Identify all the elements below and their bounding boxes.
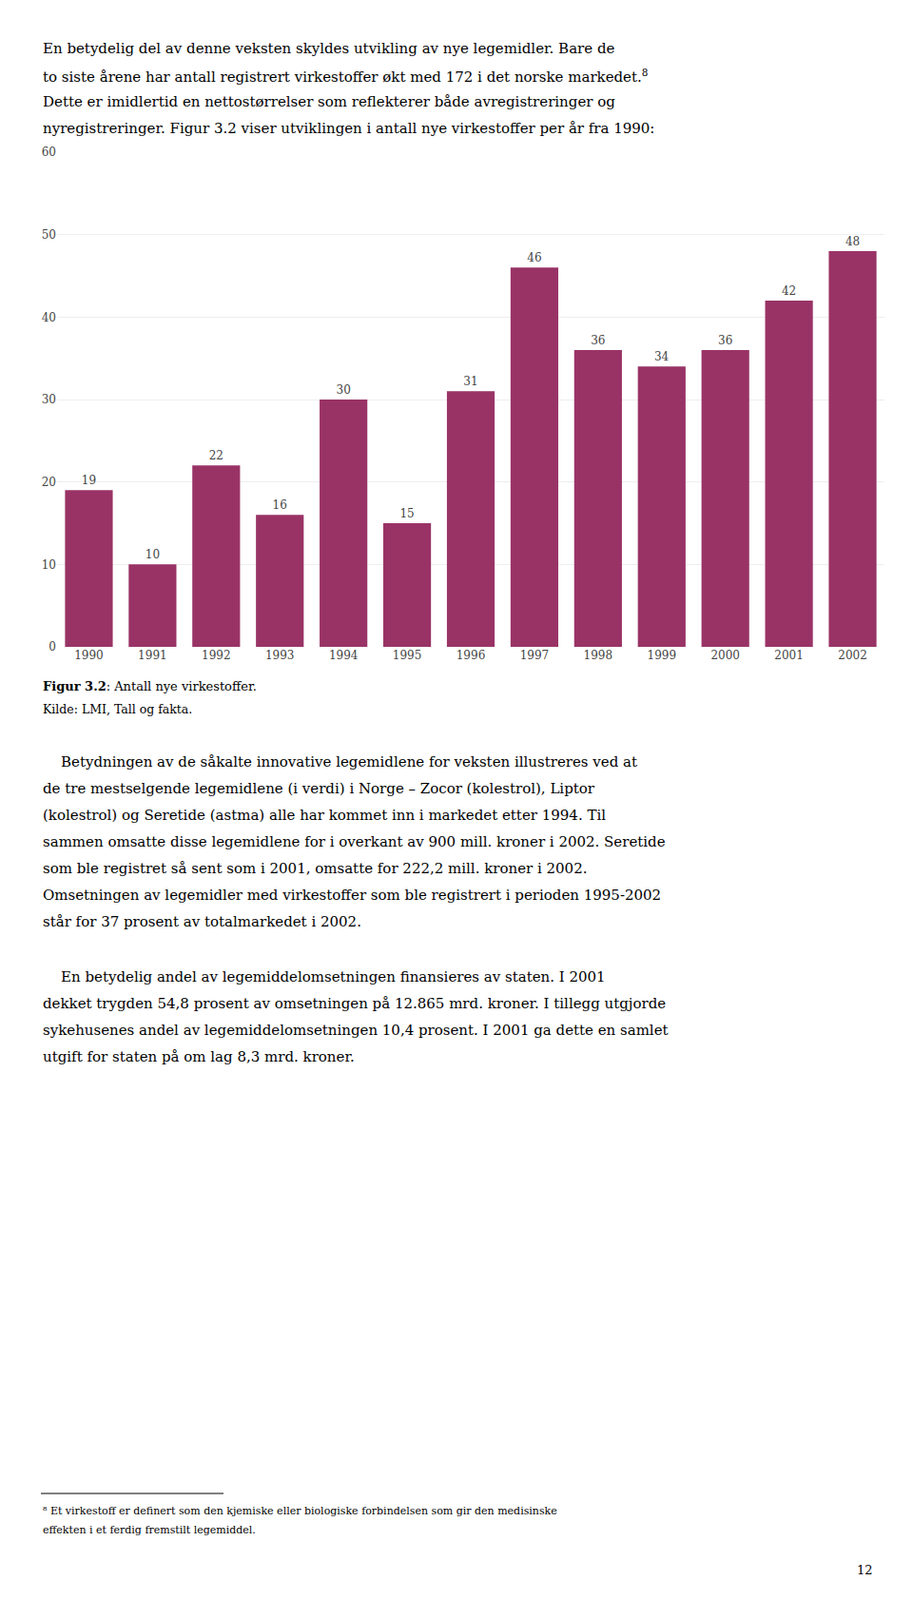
svg-text:dekket trygden 54,8 prosent av: dekket trygden 54,8 prosent av omsetning… — [42, 994, 666, 1012]
svg-text:1995: 1995 — [392, 648, 423, 662]
svg-text:20: 20 — [41, 475, 57, 489]
svg-text:1991: 1991 — [137, 648, 168, 662]
svg-text:0: 0 — [48, 640, 57, 654]
svg-text:som ble registret så sent som: som ble registret så sent som i 2001, om… — [42, 859, 587, 877]
svg-text:(kolestrol) og Seretide (astma: (kolestrol) og Seretide (astma) alle har… — [42, 806, 606, 824]
svg-text:30: 30 — [41, 392, 57, 407]
svg-text:10: 10 — [41, 558, 57, 572]
svg-text:En betydelig del av denne veks: En betydelig del av denne veksten skylde… — [42, 39, 615, 58]
svg-text:2000: 2000 — [710, 648, 740, 662]
svg-text:utgift for staten på om lag 8,: utgift for staten på om lag 8,3 mrd. kro… — [42, 1048, 355, 1066]
svg-text:50: 50 — [41, 228, 57, 242]
svg-text:2002: 2002 — [837, 648, 868, 662]
svg-text:34: 34 — [654, 349, 670, 364]
svg-text:10: 10 — [145, 547, 160, 562]
svg-text:15: 15 — [399, 506, 414, 521]
svg-text:Kilde: LMI, Tall og fakta.: Kilde: LMI, Tall og fakta. — [42, 701, 193, 717]
svg-text:1990: 1990 — [74, 648, 104, 662]
svg-text:de tre mestselgende legemidlen: de tre mestselgende legemidlene (i verdi… — [42, 779, 596, 797]
svg-text:36: 36 — [718, 333, 733, 348]
svg-text:48: 48 — [845, 234, 860, 249]
svg-text:Dette er imidlertid en nettost: Dette er imidlertid en nettostørrelser s… — [42, 93, 616, 111]
svg-text:19: 19 — [81, 473, 97, 487]
svg-text:60: 60 — [41, 145, 57, 159]
svg-text:sykehusenes andel av legemidde: sykehusenes andel av legemiddelomsetning… — [42, 1021, 669, 1039]
svg-text:Betydningen av de såkalte inno: Betydningen av de såkalte innovative leg… — [42, 753, 638, 771]
svg-text:effekten i et ferdig fremstilt: effekten i et ferdig fremstilt legemidde… — [42, 1523, 256, 1536]
svg-text:31: 31 — [463, 374, 478, 389]
svg-text:16: 16 — [272, 498, 288, 512]
svg-text:⁸ Et virkestoff er definert so: ⁸ Et virkestoff er definert som den kjem… — [42, 1504, 558, 1517]
svg-text:1996: 1996 — [456, 648, 486, 662]
svg-text:står for 37 prosent av totalma: står for 37 prosent av totalmarkedet i 2… — [42, 913, 362, 931]
svg-text:nyregistreringer. Figur 3.2 vi: nyregistreringer. Figur 3.2 viser utvikl… — [42, 119, 655, 137]
svg-text:22: 22 — [209, 448, 224, 463]
svg-text:40: 40 — [41, 310, 57, 325]
svg-text:sammen omsatte disse legemidle: sammen omsatte disse legemidlene for i o… — [42, 833, 666, 851]
svg-text:Figur 3.2: Antall nye virkesto: Figur 3.2: Antall nye virkestoffer. — [42, 679, 257, 694]
svg-text:1998: 1998 — [583, 648, 614, 662]
svg-text:36: 36 — [590, 333, 605, 348]
svg-text:1992: 1992 — [201, 648, 232, 662]
svg-text:1993: 1993 — [265, 648, 295, 662]
svg-text:Omsetningen av legemidler med: Omsetningen av legemidler med virkestoff… — [42, 886, 661, 904]
svg-text:30: 30 — [336, 383, 351, 397]
svg-text:En betydelig andel av legemidd: En betydelig andel av legemiddelomsetnin… — [42, 968, 606, 986]
svg-text:1999: 1999 — [646, 648, 677, 662]
svg-text:1994: 1994 — [329, 648, 359, 662]
svg-text:12: 12 — [856, 1562, 874, 1577]
svg-text:42: 42 — [781, 284, 797, 298]
svg-text:1997: 1997 — [520, 648, 550, 662]
svg-text:to siste årene har antall regi: to siste årene har antall registrert vir… — [42, 66, 648, 86]
svg-text:2001: 2001 — [774, 648, 804, 662]
svg-text:46: 46 — [526, 251, 542, 265]
